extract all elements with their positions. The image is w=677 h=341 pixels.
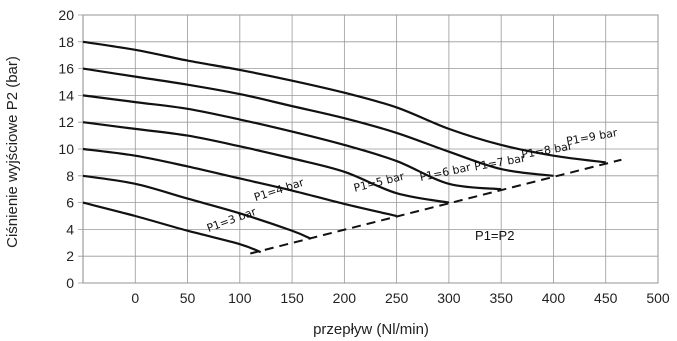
p1-equals-p2-limit-line xyxy=(250,158,622,255)
y-tick-label: 10 xyxy=(58,141,74,157)
x-axis-title: przepływ (Nl/min) xyxy=(313,321,429,338)
x-tick-label: 250 xyxy=(385,290,409,306)
y-tick-label: 20 xyxy=(58,7,74,23)
y-tick-label: 4 xyxy=(66,221,74,237)
x-tick-label: 450 xyxy=(594,290,618,306)
curve-label: P1=6 bar xyxy=(419,161,473,185)
curve-label: P1=5 bar xyxy=(352,170,406,195)
series-line-p1-6-bar xyxy=(82,121,450,204)
y-tick-label: 16 xyxy=(58,61,74,77)
curve-label: P1=4 bar xyxy=(252,176,306,204)
x-tick-label: 50 xyxy=(180,290,196,306)
series-line-p1-7-bar xyxy=(82,94,502,191)
x-tick-label: 500 xyxy=(646,290,670,306)
y-tick-label: 6 xyxy=(66,195,74,211)
y-tick-label: 8 xyxy=(66,168,74,184)
series-line-p1-3-bar xyxy=(82,201,262,254)
x-tick-label: 300 xyxy=(437,290,461,306)
series-line-p1-4-bar xyxy=(82,174,312,240)
series-line-p1-8-bar xyxy=(82,67,554,177)
grid xyxy=(78,14,659,284)
x-tick-label: 350 xyxy=(490,290,514,306)
y-tick-label: 14 xyxy=(58,87,74,103)
series-curves xyxy=(82,40,622,255)
series-line-p1-5-bar xyxy=(82,147,397,218)
x-tick-label: 100 xyxy=(228,290,252,306)
y-tick-label: 0 xyxy=(66,275,74,291)
p1-equals-p2-annotation: P1=P2 xyxy=(475,228,514,243)
y-axis-ticks: 0 2 4 6 8 10 12 14 16 18 20 xyxy=(58,7,74,291)
x-tick-label: 400 xyxy=(542,290,566,306)
x-tick-label: 0 xyxy=(131,290,139,306)
curve-label: P1=9 bar xyxy=(565,126,619,148)
y-tick-label: 2 xyxy=(66,248,74,264)
x-tick-label: 150 xyxy=(280,290,304,306)
curve-label: P1=3 bar xyxy=(205,205,258,235)
series-line-p1-9-bar xyxy=(82,40,606,164)
x-tick-label: 200 xyxy=(333,290,357,306)
curve-label: P1=7 bar xyxy=(473,152,527,174)
y-axis-title: Ciśnienie wyjściowe P2 (bar) xyxy=(4,56,21,248)
x-axis-ticks: 0 50 100 150 200 250 300 350 400 450 500 xyxy=(131,290,670,306)
y-tick-label: 18 xyxy=(58,34,74,50)
y-tick-label: 12 xyxy=(58,114,74,130)
